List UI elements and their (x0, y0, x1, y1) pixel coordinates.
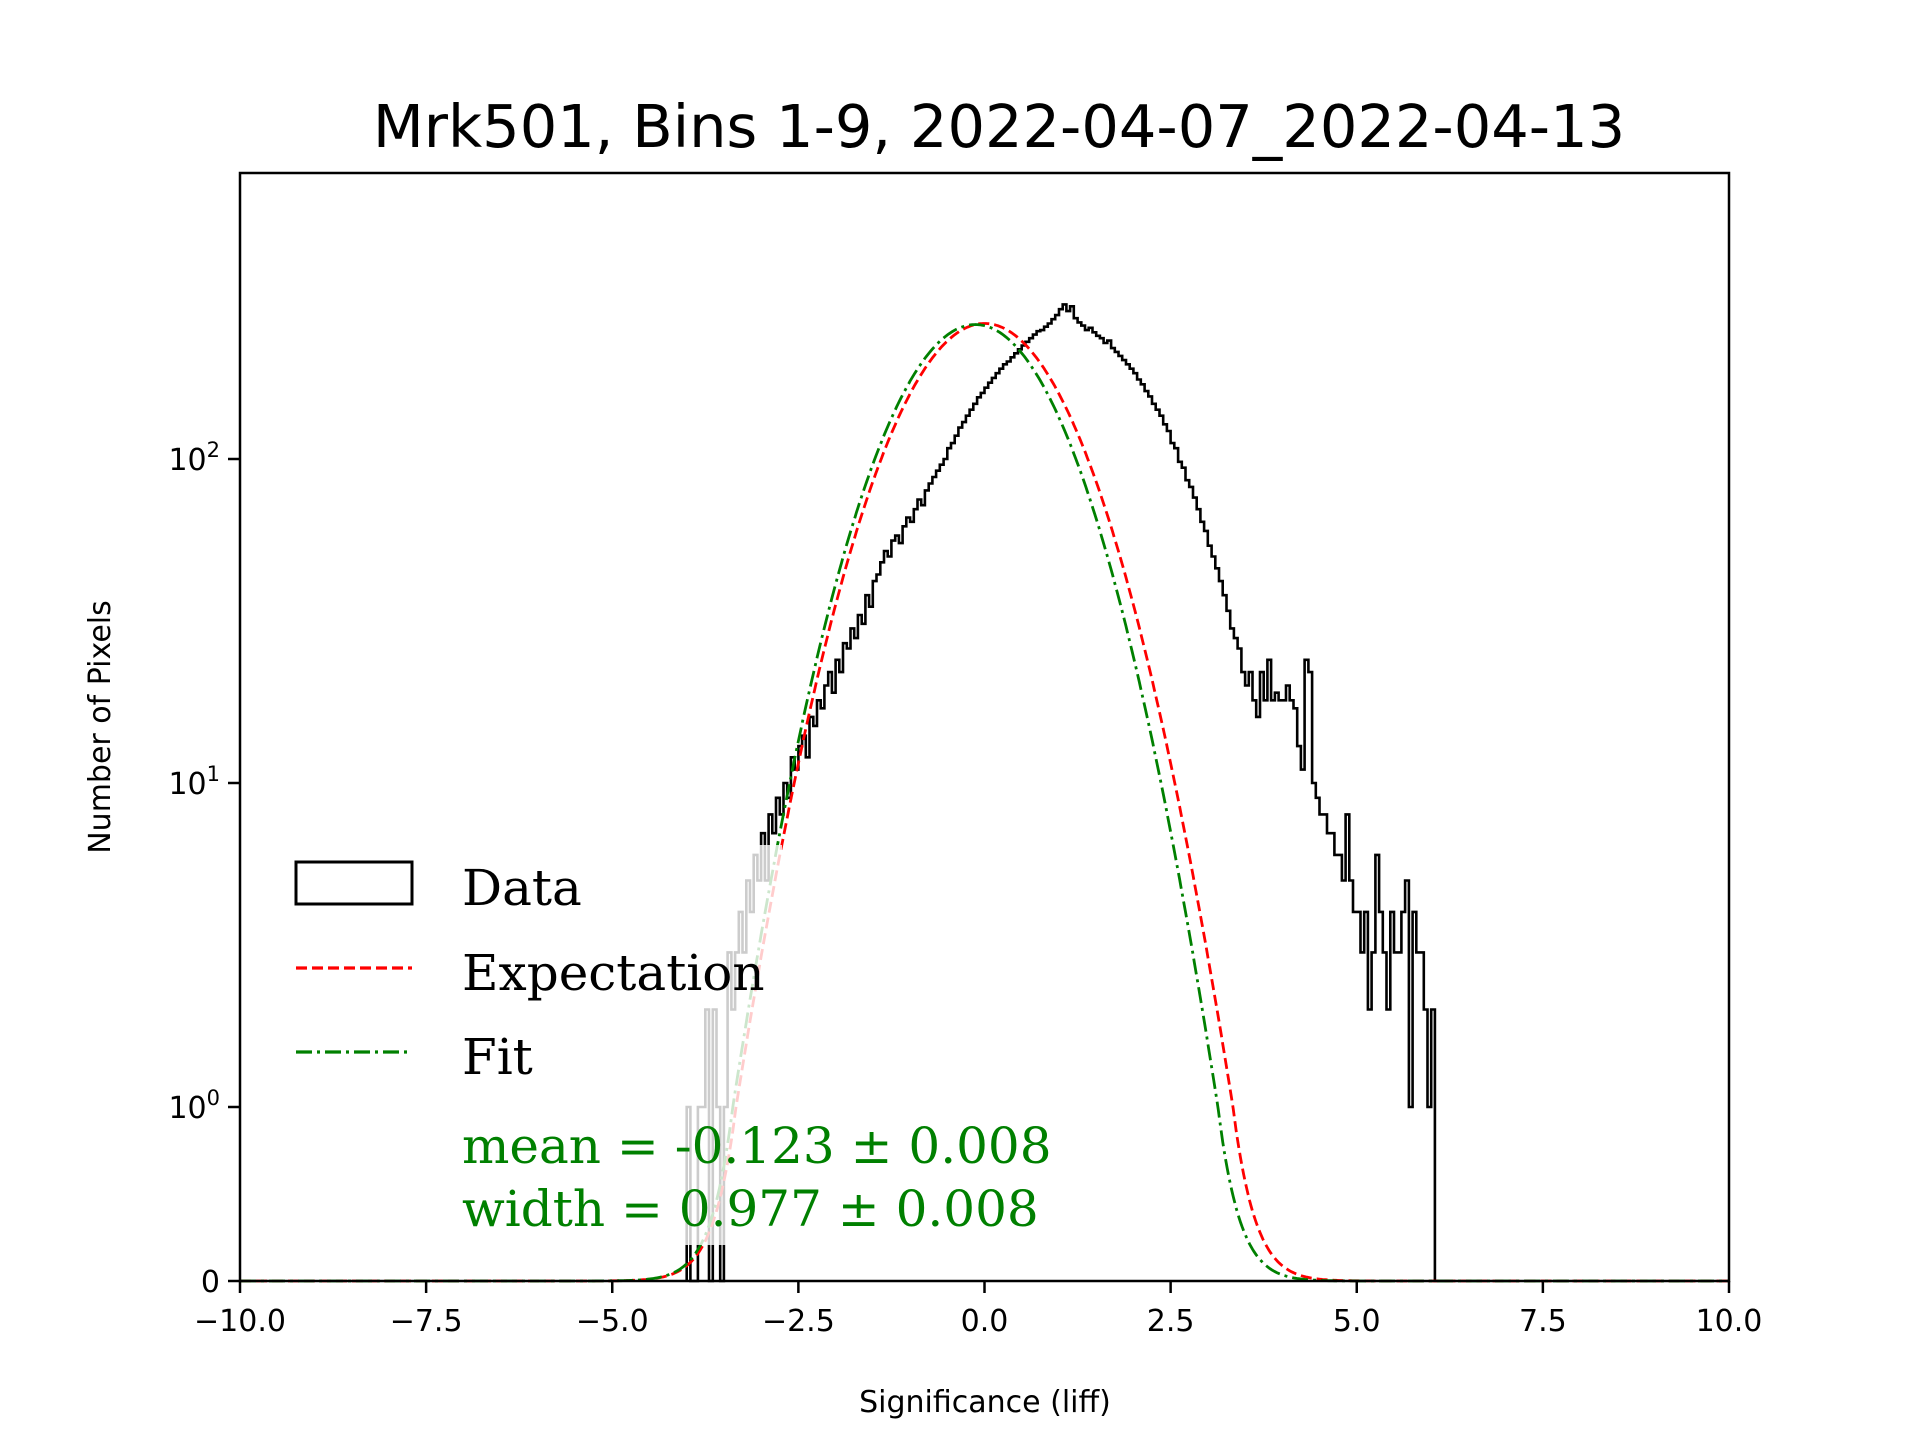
x-tick-label: 2.5 (1147, 1304, 1195, 1339)
legend: Data Expectation Fit (294, 859, 765, 1086)
data-histogram (685, 303, 1450, 1283)
x-axis: −10.0 −7.5 −5.0 −2.5 0.0 2.5 5.0 7.5 10.0 (194, 1281, 1762, 1339)
x-tick-label: −7.5 (390, 1304, 463, 1339)
x-tick-label: −10.0 (194, 1304, 286, 1339)
legend-swatch-data (294, 860, 414, 906)
legend-label-expectation: Expectation (462, 944, 765, 1002)
chart-title: Mrk501, Bins 1-9, 2022-04-07_2022-04-13 (373, 92, 1625, 161)
y-tick-label: 102 (168, 438, 220, 478)
x-tick-label: −2.5 (762, 1304, 835, 1339)
x-tick-label: −5.0 (576, 1304, 649, 1339)
x-tick-label: 5.0 (1333, 1304, 1381, 1339)
x-tick-label: 7.5 (1519, 1304, 1567, 1339)
legend-background (282, 845, 782, 1245)
x-tick-label: 10.0 (1696, 1304, 1763, 1339)
legend-label-data: Data (462, 859, 582, 917)
y-tick-label: 100 (168, 1086, 220, 1126)
y-axis: 0 100 101 102 (168, 438, 240, 1300)
x-tick-label: 0.0 (961, 1304, 1009, 1339)
x-axis-label: Significance (liff) (859, 1385, 1111, 1420)
y-axis-label: Number of Pixels (83, 600, 118, 854)
fit-width-annotation: width = 0.977 ± 0.008 (462, 1180, 1039, 1238)
y-tick-label: 0 (201, 1265, 220, 1300)
legend-label-fit: Fit (462, 1028, 533, 1086)
fit-mean-annotation: mean = -0.123 ± 0.008 (462, 1117, 1052, 1175)
y-tick-label: 101 (168, 762, 220, 802)
